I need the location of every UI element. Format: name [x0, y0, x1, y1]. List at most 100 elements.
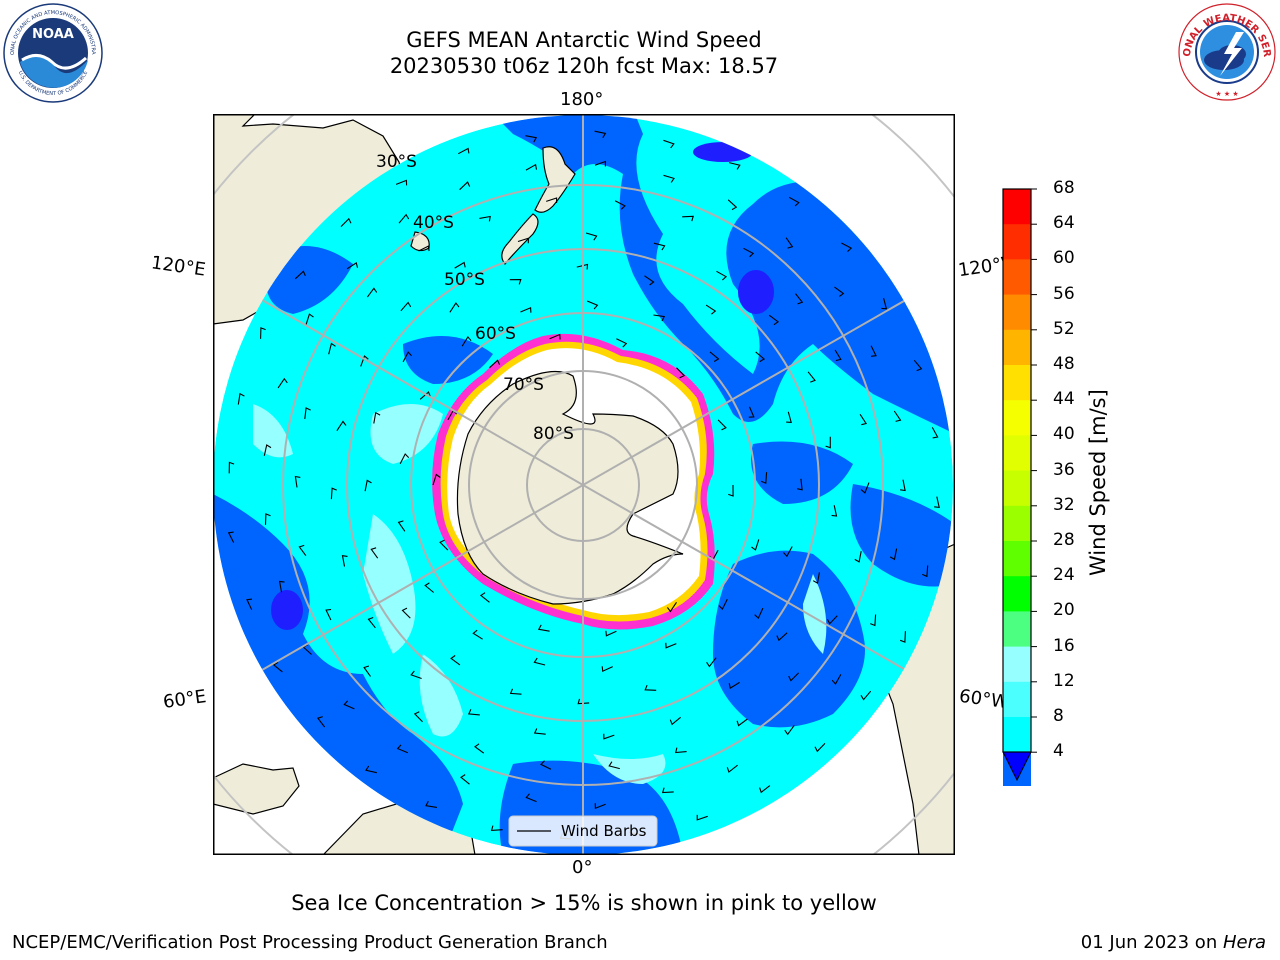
wind-barb: [696, 814, 708, 821]
colorbar-bin: [1003, 329, 1031, 366]
wind-barb: [401, 607, 411, 619]
noaa-logo-text: NOAA: [32, 27, 74, 42]
wind-barb: [227, 531, 235, 543]
wind-barb: [748, 406, 755, 418]
wind-barb: [367, 616, 376, 629]
colorbar-bin: [1003, 505, 1031, 542]
wind-barb: [450, 655, 461, 666]
wind-barb: [601, 666, 613, 673]
wind-barb: [682, 215, 694, 222]
wind-barb: [812, 572, 820, 584]
wind-barb: [397, 520, 406, 532]
wind-barb: [889, 548, 898, 561]
colorbar-bin: [1003, 400, 1031, 436]
wind-barb: [509, 688, 522, 695]
wind-barb: [755, 351, 766, 363]
wind-barb: [373, 411, 381, 424]
wind-barb: [728, 162, 741, 170]
wind-barb: [860, 482, 870, 494]
wind-barb: [343, 700, 355, 710]
legend-wind-barbs-label: Wind Barbs: [561, 822, 647, 840]
colorbar: [1002, 188, 1037, 786]
colorbar-tick-label: 16: [1053, 635, 1075, 656]
wind-barb: [400, 301, 412, 312]
wind-barb: [474, 743, 485, 754]
colorbar-bin: [1003, 717, 1031, 753]
wind-barb: [663, 174, 675, 183]
wind-barb: [419, 391, 431, 400]
sea-ice-note: Sea Ice Concentration > 15% is shown in …: [291, 891, 877, 915]
colorbar-tick-label: 28: [1053, 530, 1075, 550]
wind-barb: [605, 630, 617, 637]
wind-barb: [370, 547, 379, 559]
wind-barb: [341, 555, 348, 567]
wind-barb: [728, 484, 734, 497]
wind-barb: [264, 513, 271, 525]
wind-barb: [432, 473, 441, 486]
noaa-logo: NOAA NATIONAL OCEANIC AND ATMOSPHERIC AD…: [2, 2, 103, 103]
wind-barb: [784, 725, 795, 736]
colorbar-bin: [1003, 541, 1031, 577]
wind-barb: [479, 592, 490, 603]
lon-label-0: 0°: [572, 857, 593, 878]
wind-barb: [676, 367, 686, 379]
wind-barb: [644, 684, 657, 691]
wind-barb: [934, 496, 940, 509]
wind-barb: [525, 163, 538, 171]
wind-barb: [509, 279, 522, 285]
wind-barb: [754, 607, 764, 620]
wind-barb: [759, 785, 771, 794]
wind-barb: [467, 709, 480, 716]
land-new-zealand: [534, 146, 576, 213]
wind-barb: [665, 642, 677, 649]
wind-barb: [460, 774, 470, 785]
wind-barb: [922, 565, 929, 578]
wind-barb: [395, 179, 408, 186]
colorbar-bin: [1003, 470, 1031, 507]
wind-barb: [461, 335, 472, 347]
wind-barb: [727, 199, 738, 211]
wind-barb: [674, 747, 687, 754]
colorbar-tick-label: 60: [1053, 248, 1075, 269]
wind-barb: [807, 371, 816, 383]
wind-barb: [533, 657, 546, 666]
colorbar-bin: [1003, 576, 1031, 612]
footer-org: NCEP/EMC/Verification Post Processing Pr…: [12, 932, 608, 953]
map-legend: Wind Barbs: [508, 815, 658, 847]
wind-barb: [540, 760, 552, 770]
wind-barb: [785, 237, 794, 249]
wind-barb: [449, 302, 460, 313]
footer-date-text: 01 Jun 2023 on: [1080, 932, 1223, 953]
wind-barb: [399, 453, 410, 465]
wind-barb: [666, 601, 677, 613]
wind-barb: [786, 411, 792, 423]
wind-barb: [489, 359, 501, 369]
wind-barb: [294, 270, 306, 280]
wind-barb: [705, 304, 717, 315]
lat-label-30s: 30°S: [376, 152, 417, 172]
wind-barb: [577, 698, 590, 705]
colorbar-tick-label: 52: [1053, 318, 1075, 339]
wind-barb: [304, 407, 311, 419]
wind-barb: [797, 478, 803, 491]
colorbar-bin: [1003, 435, 1031, 472]
colorbar-bin: [1003, 224, 1031, 260]
wind-barb: [736, 718, 748, 727]
wind-barb: [814, 743, 826, 753]
wind-barb: [537, 624, 550, 632]
wind-barb: [594, 130, 607, 138]
colorbar-bin: [1003, 611, 1031, 648]
colorbar-tick-label: 68: [1053, 178, 1075, 198]
wind-barb: [669, 716, 681, 726]
colorbar-bin: [1003, 259, 1031, 296]
colorbar-tick-label: 8: [1053, 706, 1064, 726]
colorbar-tick-label: 12: [1053, 670, 1075, 691]
wind-barb: [424, 582, 435, 593]
colorbar-bin: [1003, 189, 1031, 225]
wind-barb: [788, 672, 799, 682]
wind-barbs: [227, 130, 940, 840]
wind-barb: [783, 546, 793, 558]
wind-barb: [459, 181, 471, 191]
wind-barb: [402, 351, 412, 363]
map-panel: Wind Barbs: [213, 114, 955, 855]
